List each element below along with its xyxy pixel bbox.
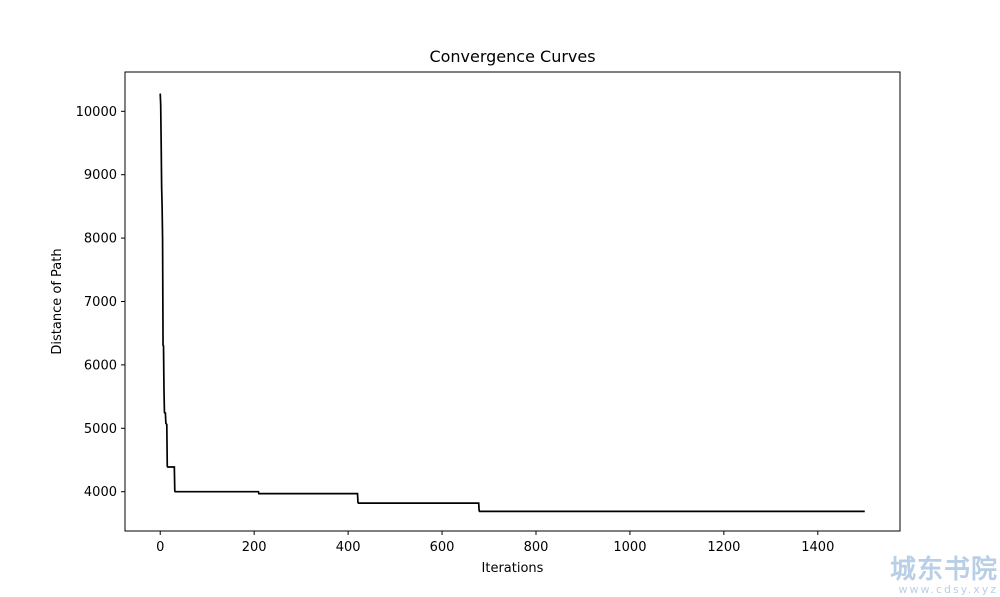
y-tick-label: 6000 [84,358,117,373]
y-axis-ticks: 4000 5000 6000 7000 8000 9000 10000 [76,105,125,500]
x-tick-label: 400 [336,540,361,555]
y-tick-label: 9000 [84,168,117,183]
y-tick-label: 5000 [84,422,117,437]
x-tick-label: 0 [156,540,164,555]
watermark-url: www.cdsy.xyz [898,583,998,596]
y-tick-label: 7000 [84,295,117,310]
x-tick-label: 1400 [801,540,834,555]
y-tick-label: 8000 [84,232,117,247]
y-axis-label: Distance of Path [50,248,65,354]
plot-area-frame [124,71,901,532]
x-tick-label: 600 [430,540,455,555]
site-watermark: 城东书院 www.cdsy.xyz [890,557,998,595]
x-tick-label: 200 [242,540,267,555]
x-tick-label: 1000 [613,540,646,555]
chart-title: Convergence Curves [429,47,595,66]
x-tick-label: 800 [524,540,549,555]
y-tick-label: 4000 [84,485,117,500]
x-axis-ticks: 0 200 400 600 800 1000 1200 1400 [156,531,834,555]
x-tick-label: 1200 [707,540,740,555]
y-tick-label: 10000 [76,105,117,120]
watermark-logo-text: 城东书院 [889,555,998,585]
x-axis-label: Iterations [482,561,544,576]
convergence-line [159,93,865,513]
